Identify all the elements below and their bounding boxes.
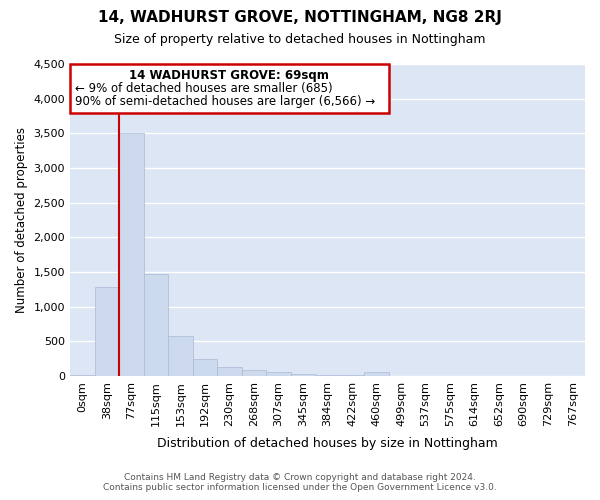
Bar bbox=[70, 374, 95, 376]
Bar bbox=[95, 287, 119, 376]
Y-axis label: Number of detached properties: Number of detached properties bbox=[15, 127, 28, 313]
Text: 14 WADHURST GROVE: 69sqm: 14 WADHURST GROVE: 69sqm bbox=[130, 68, 329, 82]
Bar bbox=[193, 360, 217, 376]
Bar bbox=[291, 374, 315, 376]
Bar bbox=[168, 336, 193, 376]
Text: 14, WADHURST GROVE, NOTTINGHAM, NG8 2RJ: 14, WADHURST GROVE, NOTTINGHAM, NG8 2RJ bbox=[98, 10, 502, 25]
Text: ← 9% of detached houses are smaller (685): ← 9% of detached houses are smaller (685… bbox=[75, 82, 333, 94]
Bar bbox=[242, 370, 266, 376]
Text: Size of property relative to detached houses in Nottingham: Size of property relative to detached ho… bbox=[114, 32, 486, 46]
Text: Contains HM Land Registry data © Crown copyright and database right 2024.
Contai: Contains HM Land Registry data © Crown c… bbox=[103, 473, 497, 492]
Bar bbox=[119, 134, 143, 376]
Bar bbox=[217, 367, 242, 376]
X-axis label: Distribution of detached houses by size in Nottingham: Distribution of detached houses by size … bbox=[157, 437, 498, 450]
Bar bbox=[315, 374, 340, 376]
Bar bbox=[143, 274, 168, 376]
Bar bbox=[364, 372, 389, 376]
Bar bbox=[340, 374, 364, 376]
FancyBboxPatch shape bbox=[70, 64, 389, 112]
Bar bbox=[266, 372, 291, 376]
Text: 90% of semi-detached houses are larger (6,566) →: 90% of semi-detached houses are larger (… bbox=[75, 95, 376, 108]
